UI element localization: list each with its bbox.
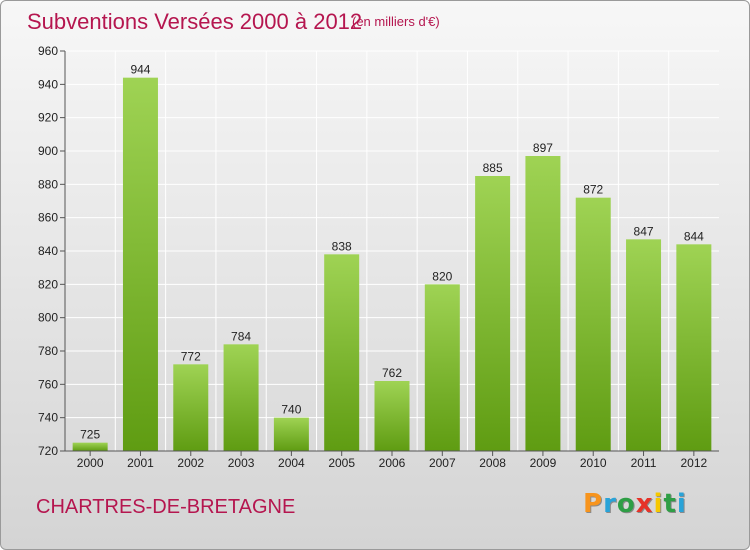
y-tick-label: 760 [38,377,58,391]
y-tick-label: 820 [38,277,58,291]
value-label-2008: 885 [483,161,503,175]
logo-letter: i [653,489,664,519]
y-tick-label: 960 [38,44,58,58]
y-tick-label: 840 [38,244,58,258]
logo-letter: i [676,489,687,519]
bar-2003 [223,344,259,451]
bar-2010 [575,197,611,451]
bar-2006 [374,381,410,451]
logo-letter: x [635,489,654,519]
bar-2009 [525,156,561,451]
value-label-2006: 762 [382,366,402,380]
bar-2001 [122,77,158,452]
x-tick-label-2006: 2006 [379,456,406,470]
bar-2012 [676,244,712,451]
y-tick-label: 740 [38,411,58,425]
bar-2008 [475,176,511,451]
y-tick-label: 920 [38,111,58,125]
bar-2005 [324,254,360,451]
value-labels: 725 944 772 784 740 838 762 820 885 897 872 847 844 [80,63,704,442]
value-label-2012: 844 [684,229,704,243]
value-label-2000: 725 [80,428,100,442]
y-tick-label: 940 [38,77,58,91]
x-tick-label-2003: 2003 [228,456,255,470]
bar-2004 [273,417,309,451]
value-label-2004: 740 [281,403,301,417]
bar-2000 [72,442,108,451]
y-tick-label: 720 [38,444,58,458]
y-tick-label: 880 [38,177,58,191]
x-tick-label-2001: 2001 [127,456,154,470]
value-label-2011: 847 [634,224,654,238]
y-tick-label: 860 [38,211,58,225]
value-label-2003: 784 [231,329,251,343]
commune-name: CHARTRES-DE-BRETAGNE [36,496,296,518]
x-tick-label-2000: 2000 [77,456,104,470]
value-label-2002: 772 [181,349,201,363]
x-tick-label-2012: 2012 [680,456,707,470]
bar-2011 [626,239,662,451]
y-tick-label: 800 [38,311,58,325]
bar-2007 [424,284,460,451]
axes: 720 740 760 780 800 820 840 860 880 900 920 940 960 2… [38,44,719,470]
logo-letter: r [603,489,617,519]
x-tick-label-2004: 2004 [278,456,305,470]
proxiti-logo: Proxiti [583,489,687,519]
value-label-2010: 872 [583,183,603,197]
logo-letter: o [616,489,636,519]
y-tick-label: 900 [38,144,58,158]
x-tick-label-2007: 2007 [429,456,456,470]
y-tick-label: 780 [38,344,58,358]
x-tick-label-2010: 2010 [580,456,607,470]
value-label-2009: 897 [533,141,553,155]
x-tick-label-2011: 2011 [631,456,657,470]
bar-2002 [173,364,209,451]
x-tick-label-2009: 2009 [530,456,557,470]
chart-title: Subventions Versées 2000 à 2012 [27,9,363,34]
bars [72,77,712,452]
value-label-2005: 838 [332,239,352,253]
x-tick-label-2008: 2008 [479,456,506,470]
x-tick-label-2002: 2002 [177,456,204,470]
logo-letter: P [583,489,604,519]
value-label-2007: 820 [432,269,452,283]
x-tick-label-2005: 2005 [328,456,355,470]
chart-subtitle: (en milliers d'€) [352,14,440,29]
value-label-2001: 944 [130,63,150,77]
logo-letter: t [663,489,677,519]
